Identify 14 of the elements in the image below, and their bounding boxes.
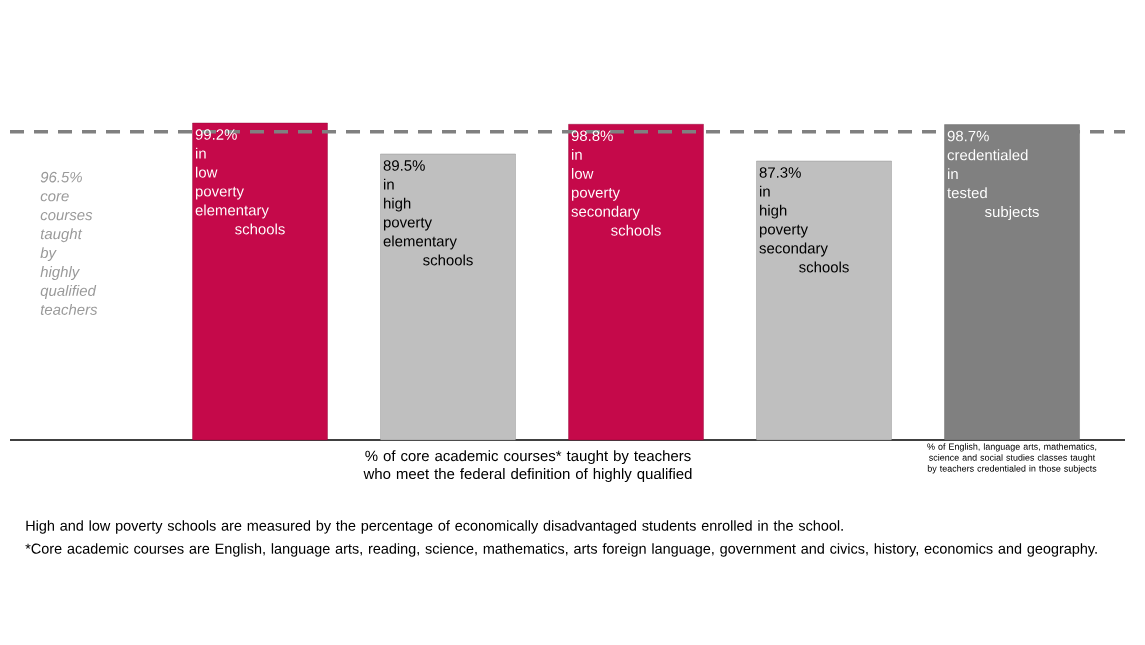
bar (568, 124, 704, 441)
data-label: 99.2% in low poverty elementary schools (195, 129, 285, 235)
bar (192, 122, 328, 441)
text: High and low poverty schools are measured by the percentage of economically disadvantaged students enrolled in the school. (26, 520, 843, 534)
bar (380, 153, 516, 441)
data-label: 98.7% credentialed in tested subjects (947, 130, 1039, 221)
text: % of core academic courses* taught by teachers who meet the federal definition of highly qualified (363, 450, 692, 483)
bar (756, 160, 892, 441)
text: *Core academic courses are English, language arts, reading, science, mathematics, arts foreign language, government and civics, history, economics and geography. (25, 543, 1097, 557)
data-label: 89.5% in high poverty elementary schools (383, 160, 473, 266)
data-label: 87.3% in high poverty secondary schools (759, 167, 849, 273)
text: % of English, language arts, mathematics, science and social studies classes taught by teachers credentialed in those subjects (927, 443, 1097, 474)
data-label: 98.8% in low poverty secondary schools (571, 130, 661, 236)
ref-line-label: 96.5% core courses taught by highly qualified teachers (40, 171, 98, 315)
